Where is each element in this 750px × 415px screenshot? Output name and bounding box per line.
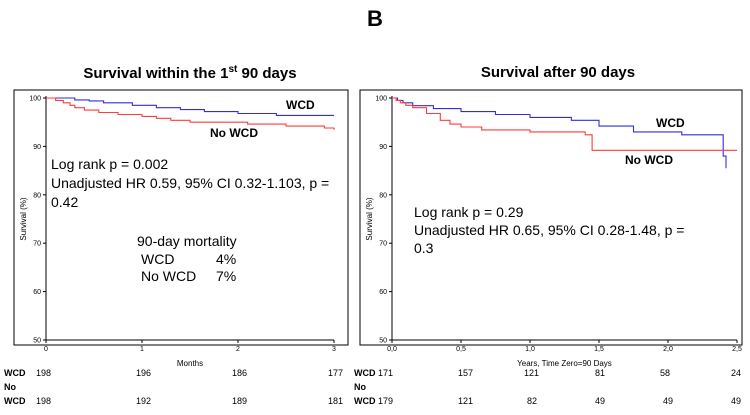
right-hr-text: Unadjusted HR 0.65, 95% CI 0.28-1.48, p … (414, 222, 685, 238)
right-x-tick-label: 1,0 (525, 346, 535, 353)
right-risk-nowcd-2: 82 (527, 396, 538, 406)
left-x-tick-label: 3 (332, 346, 336, 353)
right-risk-wcd-3: 81 (595, 368, 606, 378)
right-hr-p-text: 0.3 (414, 240, 434, 256)
right-risk-wcd-5: 24 (731, 368, 742, 378)
left-series-label-no-wcd: No WCD (210, 126, 258, 140)
right-y-tick-label: 60 (379, 289, 387, 296)
left-chart-title-end: 90 days (237, 65, 297, 82)
right-y-tick-label: 50 (379, 338, 387, 345)
right-risk-nowcd-1: 121 (458, 396, 474, 406)
mortality-nowcd-label: No WCD (141, 268, 197, 284)
right-chart-frame (359, 89, 743, 346)
right-series-label-wcd: WCD (656, 116, 685, 130)
left-chart-title-main: Survival within the 1 (83, 65, 229, 82)
panel-letter: B (367, 6, 383, 31)
right-y-tick-label: 80 (379, 192, 387, 199)
left-risk-wcd-3: 177 (328, 368, 344, 378)
left-risk-wcd-label: WCD (4, 368, 26, 378)
left-y-tick-label: 70 (33, 241, 41, 248)
right-chart-title: Survival after 90 days (480, 64, 636, 81)
left-risk-nowcd-2: 189 (232, 396, 248, 406)
left-hr-p-text: 0.42 (51, 194, 79, 210)
left-x-tick-label: 0 (44, 346, 48, 353)
left-series-label-wcd: WCD (286, 98, 315, 112)
right-series-wcd-line (392, 97, 727, 169)
left-x-tick-label: 2 (236, 346, 240, 353)
left-risk-no-label: No (4, 382, 16, 392)
right-risk-wcd-2: 121 (524, 368, 540, 378)
left-y-axis-label: Survival (%) (19, 197, 28, 240)
right-series-label-no-wcd: No WCD (625, 153, 673, 167)
right-risk-nowcd-0: 179 (378, 396, 394, 406)
left-hr-text: Unadjusted HR 0.59, 95% CI 0.32-1.103, p… (51, 175, 330, 191)
mortality-wcd-label: WCD (141, 251, 175, 267)
right-risk-no-label: No (354, 382, 366, 392)
left-chart-title-sup: st (228, 64, 238, 75)
right-x-axis-label: Years, Time Zero=90 Days (517, 359, 612, 368)
left-risk-wcd-0: 198 (36, 368, 52, 378)
mortality-wcd-value: 4% (216, 251, 237, 267)
left-y-tick-label: 60 (33, 289, 41, 296)
right-x-tick-label: 2,5 (732, 346, 742, 353)
right-risk-wcd-4: 58 (660, 368, 671, 378)
left-chart-title: Survival within the 1st 90 days (30, 64, 350, 82)
right-risk-wcd-0: 171 (378, 368, 394, 378)
right-risk-nowcd-4: 49 (663, 396, 674, 406)
right-series-no-wcd-line (392, 97, 737, 151)
left-risk-nowcd-1: 192 (136, 396, 152, 406)
left-risk-nowcd-3: 181 (328, 396, 344, 406)
left-risk-nowcd-0: 198 (36, 396, 52, 406)
right-risk-nowcd-5: 49 (731, 396, 742, 406)
left-risk-nowcd-label: WCD (4, 396, 26, 406)
right-risk-wcd-1: 157 (458, 368, 474, 378)
left-x-tick-label: 1 (140, 346, 144, 353)
right-y-tick-label: 90 (379, 144, 387, 151)
right-x-tick-label: 2,0 (663, 346, 673, 353)
mortality-nowcd-value: 7% (216, 268, 237, 284)
right-y-tick-label: 100 (375, 96, 387, 103)
right-x-tick-label: 1,5 (594, 346, 604, 353)
left-y-tick-label: 80 (33, 192, 41, 199)
left-chart-frame (13, 89, 349, 346)
left-logrank-text: Log rank p = 0.002 (51, 156, 169, 172)
left-y-tick-label: 90 (33, 144, 41, 151)
left-risk-wcd-2: 186 (232, 368, 248, 378)
left-y-tick-label: 100 (29, 96, 41, 103)
right-x-tick-label: 0,5 (456, 346, 466, 353)
left-x-axis-label: Months (177, 359, 203, 368)
left-series-wcd-line (46, 97, 334, 116)
right-risk-nowcd-3: 49 (595, 396, 606, 406)
right-chart-layer: 50 60 70 80 90 100 0,0 0,5 1,0 1,5 2,0 2,5 Years, Ti… (359, 89, 743, 368)
left-y-tick-label: 50 (33, 338, 41, 345)
right-risk-wcd-label: WCD (354, 368, 376, 378)
right-risk-nowcd-label: WCD (354, 396, 376, 406)
right-y-tick-label: 70 (379, 241, 387, 248)
left-series-no-wcd-line (46, 97, 335, 130)
mortality-title: 90-day mortality (137, 233, 237, 249)
right-y-axis-label: Survival (%) (365, 197, 374, 240)
right-x-tick-label: 0,0 (387, 346, 397, 353)
right-logrank-text: Log rank p = 0.29 (414, 204, 524, 220)
left-risk-wcd-1: 196 (136, 368, 152, 378)
